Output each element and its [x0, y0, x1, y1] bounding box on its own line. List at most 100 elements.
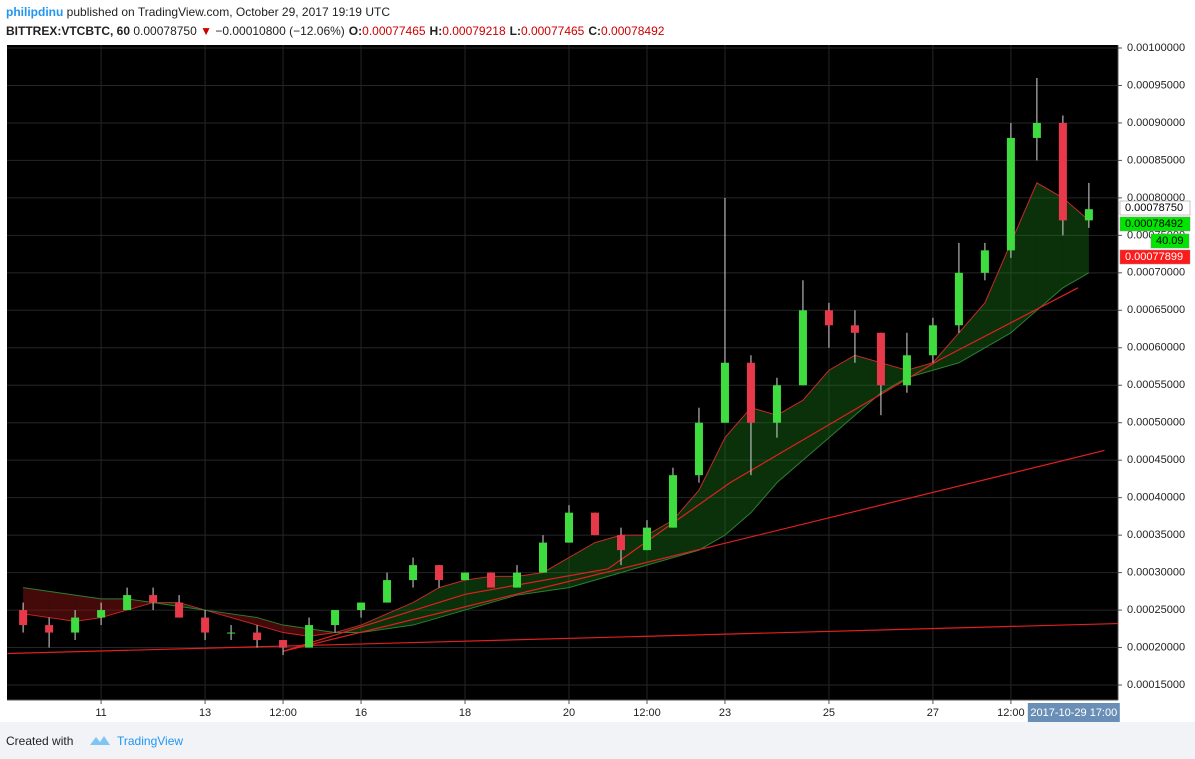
y-tick-label: 0.00035000 — [1127, 529, 1185, 541]
ma-band — [984, 242, 1011, 348]
logo — [90, 736, 110, 745]
candle-body — [668, 475, 677, 528]
y-tick-label: 0.00095000 — [1127, 79, 1185, 91]
cursor-label: 2017-10-29 17:00 — [1030, 707, 1117, 719]
x-tick-label: 18 — [459, 707, 471, 719]
publish-line: philipdinu published on TradingView.com,… — [6, 3, 664, 22]
created-with: Created with — [6, 734, 74, 748]
ma-band — [880, 362, 907, 393]
brand[interactable]: TradingView — [117, 734, 184, 748]
candle-body — [824, 310, 833, 326]
candle-body — [798, 310, 807, 386]
y-tick-label: 0.00100000 — [1127, 42, 1185, 54]
symbol: BITTREX:VTCBTC, 60 — [6, 24, 131, 38]
footer: Created with TradingView — [0, 722, 1195, 759]
ohlc-key: H: — [429, 24, 443, 38]
candle-body — [928, 325, 937, 356]
x-tick-label: 12:00 — [633, 707, 661, 719]
y-tick-label: 0.00040000 — [1127, 492, 1185, 504]
y-tick-label: 0.00045000 — [1127, 454, 1185, 466]
x-tick-label: 16 — [355, 707, 367, 719]
ma-band — [309, 628, 336, 637]
price-label: 0.00077899 — [1125, 251, 1183, 263]
candle-body — [383, 580, 392, 603]
x-tick-label: 23 — [719, 707, 731, 719]
x-tick-label: 13 — [199, 707, 211, 719]
ma-band — [594, 535, 621, 581]
candle-body — [564, 512, 573, 543]
author[interactable]: philipdinu — [6, 5, 64, 19]
ma-band — [1062, 197, 1089, 288]
ohlc-key: C: — [588, 24, 602, 38]
x-tick-label: 12:00 — [997, 707, 1025, 719]
price-label-box — [1150, 233, 1190, 249]
ohlc-value: 0.00077465 — [362, 24, 426, 38]
candle-body — [720, 362, 729, 423]
y-tick-label: 0.00055000 — [1127, 379, 1185, 391]
ohlc-value: 0.00078492 — [601, 24, 665, 38]
quote-line: BITTREX:VTCBTC, 60 0.00078750 ▼ −0.00010… — [6, 22, 664, 41]
ma-band — [1036, 182, 1063, 311]
candle-body — [409, 565, 418, 581]
candle-body — [19, 610, 28, 626]
ma-band — [101, 598, 128, 618]
candle-body — [149, 595, 158, 603]
ma-band — [23, 587, 50, 618]
price-label: 40.09 — [1156, 235, 1184, 247]
candle-body — [694, 422, 703, 476]
ma-band — [932, 332, 959, 371]
y-tick-label: 0.00070000 — [1127, 267, 1185, 279]
ma-band — [620, 535, 647, 573]
candle-body — [1032, 122, 1041, 138]
y-tick-label: 0.00060000 — [1127, 342, 1185, 354]
x-tick-label: 25 — [823, 707, 835, 719]
x-tick-label: 27 — [927, 707, 939, 719]
ohlc-key: O: — [348, 24, 363, 38]
price-label-box — [1119, 216, 1191, 232]
y-tick-label: 0.00020000 — [1127, 641, 1185, 653]
ohlc-key: L: — [509, 24, 521, 38]
candle-body — [513, 572, 522, 588]
candle-body — [902, 355, 911, 386]
y-tick-label: 0.00015000 — [1127, 679, 1185, 691]
published: published on TradingView.com, October 29… — [66, 5, 390, 19]
candle-body — [435, 565, 444, 581]
candle-body — [97, 610, 106, 618]
ma-band — [75, 595, 102, 622]
ma-band — [49, 591, 76, 622]
candle-body — [305, 625, 314, 648]
candle-body — [1058, 122, 1067, 221]
ma-band — [750, 407, 777, 513]
ma-band — [672, 490, 699, 558]
x-tick-label: 12:00 — [269, 707, 297, 719]
trend-line — [7, 622, 1118, 655]
price-label-box — [1119, 249, 1191, 265]
ma-band — [387, 602, 414, 629]
change-arrow: ▼ — [200, 24, 212, 38]
ohlc: O:0.00077465 H:0.00079218 L:0.00077465 C:0.… — [345, 24, 665, 38]
candle-body — [461, 572, 470, 581]
candle-body — [1084, 209, 1093, 221]
candle-body — [357, 602, 366, 611]
candle-body — [487, 572, 496, 588]
y-tick-label: 0.00085000 — [1127, 154, 1185, 166]
last-price: 0.00078750 — [133, 24, 197, 38]
price-label-box — [1119, 200, 1191, 216]
ma-band — [906, 362, 933, 378]
candle-body — [539, 542, 548, 573]
ma-band — [828, 355, 855, 438]
chart: 0.00015000 0.00020000 0.00025000 0.00030000… — [7, 41, 1191, 722]
ma-band — [958, 302, 985, 363]
candle-body — [201, 617, 210, 633]
candle-body — [954, 272, 963, 326]
cursor-box — [1027, 703, 1120, 722]
ma-band — [257, 617, 284, 633]
plot — [7, 45, 1118, 700]
moving-average — [23, 182, 1090, 637]
candle-body — [253, 632, 262, 641]
ma-band — [1010, 182, 1037, 333]
ma-band — [776, 400, 803, 483]
y-tick-label: 0.00050000 — [1127, 417, 1185, 429]
candle-body — [331, 610, 340, 626]
